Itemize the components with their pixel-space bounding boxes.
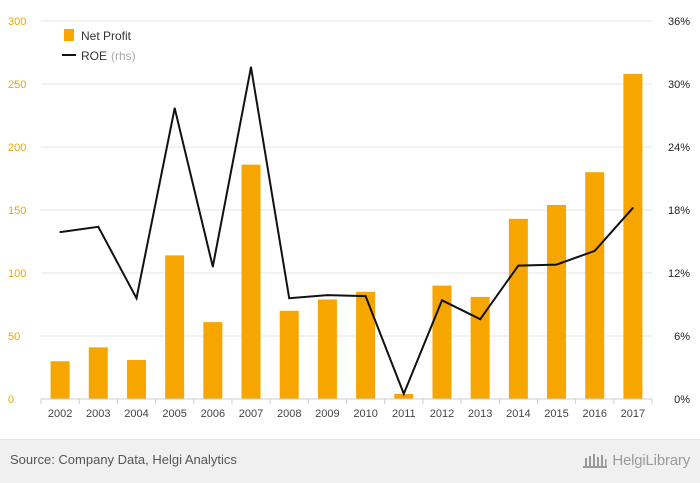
bar-net-profit xyxy=(623,73,643,400)
bar-net-profit xyxy=(279,310,299,399)
axis-layer: 0 0% 50 6% 100 12% 150 18% 200 24% 250 30% 300 36% 200… xyxy=(8,16,690,420)
y-right-tick-label: 30% xyxy=(668,79,690,91)
bar-net-profit xyxy=(126,359,146,399)
line-layer xyxy=(59,66,634,397)
y-left-tick-label: 250 xyxy=(8,79,26,91)
y-right-tick-label: 12% xyxy=(668,268,690,280)
y-left-tick-label: 50 xyxy=(8,331,20,343)
x-tick-label: 2010 xyxy=(353,408,377,420)
x-tick-label: 2012 xyxy=(430,408,454,420)
brand-logo: HelgiLibrary xyxy=(582,450,690,470)
point-roe xyxy=(555,263,558,266)
x-tick-label: 2007 xyxy=(239,408,263,420)
y-left-tick-label: 300 xyxy=(8,16,26,28)
point-roe xyxy=(326,294,329,296)
x-tick-label: 2014 xyxy=(506,408,530,420)
x-tick-label: 2008 xyxy=(277,408,301,420)
x-tick-label: 2016 xyxy=(582,408,606,420)
x-tick-label: 2009 xyxy=(315,408,339,420)
point-roe xyxy=(135,297,138,300)
legend-label-net-profit: Net Profit xyxy=(81,29,132,43)
y-right-tick-label: 6% xyxy=(674,331,690,343)
x-tick-label: 2004 xyxy=(124,408,148,420)
chart-svg: 0 0% 50 6% 100 12% 150 18% 200 24% 250 30% 300 36% 200… xyxy=(8,16,690,420)
bar-net-profit xyxy=(508,218,528,399)
x-tick-label: 2005 xyxy=(162,408,186,420)
point-roe xyxy=(250,66,252,68)
y-right-tick-label: 0% xyxy=(674,394,690,406)
y-left-tick-label: 200 xyxy=(8,142,26,154)
x-tick-label: 2003 xyxy=(86,408,110,420)
point-roe xyxy=(479,318,481,321)
point-roe xyxy=(402,392,405,395)
y-right-tick-label: 18% xyxy=(668,205,690,217)
legend: Net Profit ROE (rhs) xyxy=(62,29,136,63)
legend-label-roe-note: (rhs) xyxy=(111,49,136,63)
brand-name: HelgiLibrary xyxy=(612,451,690,469)
bar-net-profit xyxy=(470,296,490,399)
x-tick-label: 2017 xyxy=(621,408,645,420)
x-tick-label: 2011 xyxy=(392,408,416,420)
bar-net-profit xyxy=(165,255,185,399)
point-roe xyxy=(59,231,61,233)
bar-net-profit xyxy=(241,164,261,399)
bar-net-profit xyxy=(317,299,337,399)
y-left-tick-label: 150 xyxy=(8,205,26,217)
x-tick-label: 2006 xyxy=(201,408,225,420)
y-left-tick-label: 100 xyxy=(8,268,26,280)
x-tick-label: 2015 xyxy=(544,408,568,420)
legend-label-roe-group: ROE (rhs) xyxy=(81,49,136,63)
bar-net-profit xyxy=(547,204,567,399)
source-text: Source: Company Data, Helgi Analytics xyxy=(10,452,237,467)
bar-net-profit xyxy=(203,322,223,399)
legend-swatch-net-profit xyxy=(64,29,74,41)
y-right-tick-label: 36% xyxy=(668,16,690,28)
library-building-icon xyxy=(583,454,608,468)
line-roe xyxy=(59,67,634,397)
point-roe xyxy=(593,250,596,252)
y-right-tick-label: 24% xyxy=(668,142,690,154)
point-roe xyxy=(364,295,367,297)
grid-layer xyxy=(41,20,652,400)
bar-net-profit xyxy=(585,172,605,399)
y-left-tick-label: 0 xyxy=(8,394,14,406)
legend-label-roe: ROE xyxy=(81,49,107,63)
x-tick-label: 2002 xyxy=(48,408,72,420)
bar-net-profit xyxy=(356,291,376,399)
bar-layer xyxy=(50,73,643,400)
point-roe xyxy=(97,226,100,228)
footer-bar: Source: Company Data, Helgi Analytics He… xyxy=(0,439,700,483)
x-tick-label: 2013 xyxy=(468,408,492,420)
bar-net-profit xyxy=(88,347,108,399)
point-roe xyxy=(632,207,634,209)
point-roe xyxy=(212,265,214,268)
point-roe xyxy=(173,107,176,109)
point-roe xyxy=(441,299,443,302)
point-roe xyxy=(288,297,291,300)
bar-net-profit xyxy=(50,361,70,399)
point-roe xyxy=(517,264,520,267)
